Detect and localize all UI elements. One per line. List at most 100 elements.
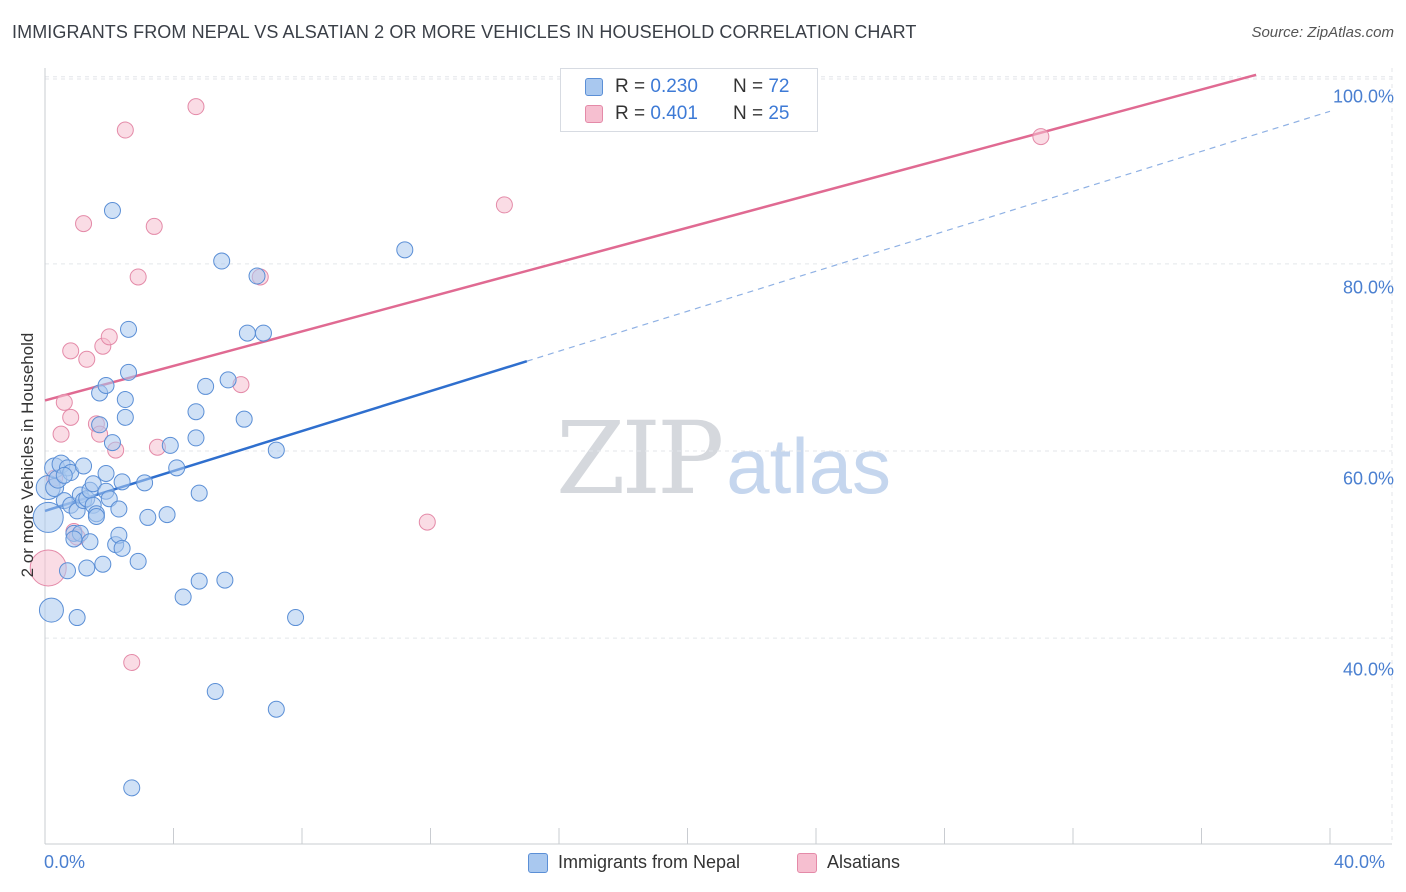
point-alsatian xyxy=(418,513,436,531)
axes xyxy=(44,68,1392,845)
trend-lines xyxy=(44,73,1331,513)
point-alsatian xyxy=(100,328,118,346)
trend-line-nepal-extension xyxy=(526,110,1331,362)
point-alsatian xyxy=(78,350,96,368)
point-nepal xyxy=(235,410,253,428)
legend-n-value-nepal: 72 xyxy=(768,76,790,97)
point-nepal xyxy=(187,403,205,421)
point-nepal xyxy=(197,377,215,395)
point-nepal xyxy=(238,324,256,342)
legend-n-label: N = xyxy=(732,103,764,124)
point-nepal xyxy=(216,571,234,589)
point-nepal xyxy=(91,416,109,434)
point-nepal xyxy=(113,539,131,557)
point-alsatian xyxy=(187,98,205,116)
point-nepal xyxy=(75,457,93,475)
point-nepal xyxy=(287,609,305,627)
bottom-legend-alsatian: Alsatians xyxy=(797,852,900,873)
watermark: ZIPatlas xyxy=(556,400,891,517)
legend-r-label: R = xyxy=(615,103,646,124)
gridlines xyxy=(45,68,1393,844)
point-nepal xyxy=(103,434,121,452)
point-nepal xyxy=(129,552,147,570)
point-nepal xyxy=(139,508,157,526)
point-nepal xyxy=(158,506,176,524)
point-nepal xyxy=(254,324,272,342)
x-tick-label-min: 0.0% xyxy=(44,852,86,872)
point-nepal xyxy=(84,475,102,493)
legend-swatch-alsatian xyxy=(585,105,603,123)
point-nepal xyxy=(213,252,231,270)
point-nepal xyxy=(110,500,128,518)
point-nepal xyxy=(174,588,192,606)
point-nepal xyxy=(87,508,105,525)
point-nepal xyxy=(120,363,138,381)
bottom-legend-label-alsatian: Alsatians xyxy=(827,852,901,872)
point-nepal xyxy=(58,562,76,580)
point-nepal xyxy=(219,371,237,389)
bottom-legend-nepal: Immigrants from Nepal xyxy=(528,852,740,873)
point-nepal xyxy=(97,464,115,482)
y-axis-label: 2 or more Vehicles in Household xyxy=(18,332,37,578)
point-alsatian xyxy=(495,196,513,214)
legend-r-label: R = xyxy=(615,76,646,97)
point-nepal xyxy=(168,459,186,477)
point-nepal xyxy=(116,391,134,409)
x-tick-label-max: 40.0% xyxy=(1334,852,1386,872)
point-alsatian xyxy=(75,215,93,233)
point-alsatian xyxy=(52,425,70,443)
point-nepal xyxy=(38,597,64,623)
point-alsatian xyxy=(123,653,141,671)
point-nepal xyxy=(267,441,285,459)
point-alsatian xyxy=(55,393,73,411)
point-nepal xyxy=(248,267,266,285)
point-nepal xyxy=(103,202,121,220)
point-nepal xyxy=(396,241,414,259)
point-nepal xyxy=(187,429,205,447)
chart-title: IMMIGRANTS FROM NEPAL VS ALSATIAN 2 OR M… xyxy=(12,22,917,42)
watermark-atlas: atlas xyxy=(726,422,892,510)
point-alsatian xyxy=(129,268,147,286)
point-nepal xyxy=(123,779,141,797)
point-nepal xyxy=(94,555,112,573)
legend-r-value-alsatian: 0.401 xyxy=(650,103,698,124)
legend-row-nepal: R = 0.230 N = 72 xyxy=(585,75,789,99)
y-tick-label-60: 60.0% xyxy=(1342,468,1394,489)
point-nepal xyxy=(206,682,224,700)
y-tick-label-100: 100.0% xyxy=(1332,86,1394,107)
watermark-zip: ZIP xyxy=(556,400,724,517)
y-tick-label-40: 40.0% xyxy=(1342,659,1394,680)
legend-n-label: N = xyxy=(732,76,764,97)
point-nepal xyxy=(116,408,134,426)
legend-swatch-nepal xyxy=(585,78,603,96)
bottom-legend-swatch-nepal xyxy=(528,852,548,873)
point-alsatian xyxy=(62,408,80,426)
point-alsatian xyxy=(1032,128,1050,146)
point-nepal xyxy=(190,484,208,502)
bottom-legend-label-nepal: Immigrants from Nepal xyxy=(558,852,741,872)
point-nepal xyxy=(78,559,96,577)
bottom-legend-swatch-alsatian xyxy=(797,852,817,873)
legend-row-alsatian: R = 0.401 N = 25 xyxy=(585,102,789,126)
legend-n-value-alsatian: 25 xyxy=(768,103,790,124)
correlation-legend: R = 0.230 N = 72 R = 0.401 N = 25 xyxy=(560,68,818,132)
point-nepal xyxy=(120,320,138,338)
legend-r-value-nepal: 0.230 xyxy=(650,76,698,97)
point-nepal xyxy=(32,501,64,533)
data-points xyxy=(29,98,1050,797)
point-alsatian xyxy=(145,217,163,235)
point-nepal xyxy=(267,700,285,718)
trend-line-alsatian xyxy=(44,73,1257,402)
source-credit: Source: ZipAtlas.com xyxy=(1251,24,1394,41)
point-nepal xyxy=(65,530,83,548)
point-nepal xyxy=(68,609,86,627)
point-nepal xyxy=(55,466,73,484)
point-nepal xyxy=(190,572,208,590)
point-alsatian xyxy=(116,121,134,139)
point-nepal xyxy=(97,377,115,394)
y-tick-label-80: 80.0% xyxy=(1342,277,1394,298)
point-alsatian xyxy=(62,342,80,360)
point-nepal xyxy=(161,436,179,454)
point-nepal xyxy=(113,473,131,491)
